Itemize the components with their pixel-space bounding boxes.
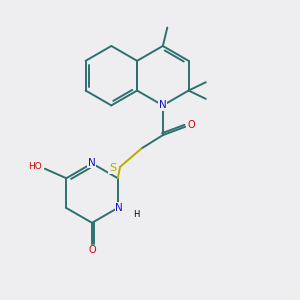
Text: O: O [188, 120, 196, 130]
Text: S: S [109, 164, 116, 173]
Text: H: H [133, 210, 140, 219]
Text: O: O [88, 245, 96, 255]
Text: HO: HO [28, 162, 42, 171]
Text: N: N [88, 158, 95, 168]
Text: N: N [159, 100, 167, 110]
Text: N: N [116, 203, 123, 213]
